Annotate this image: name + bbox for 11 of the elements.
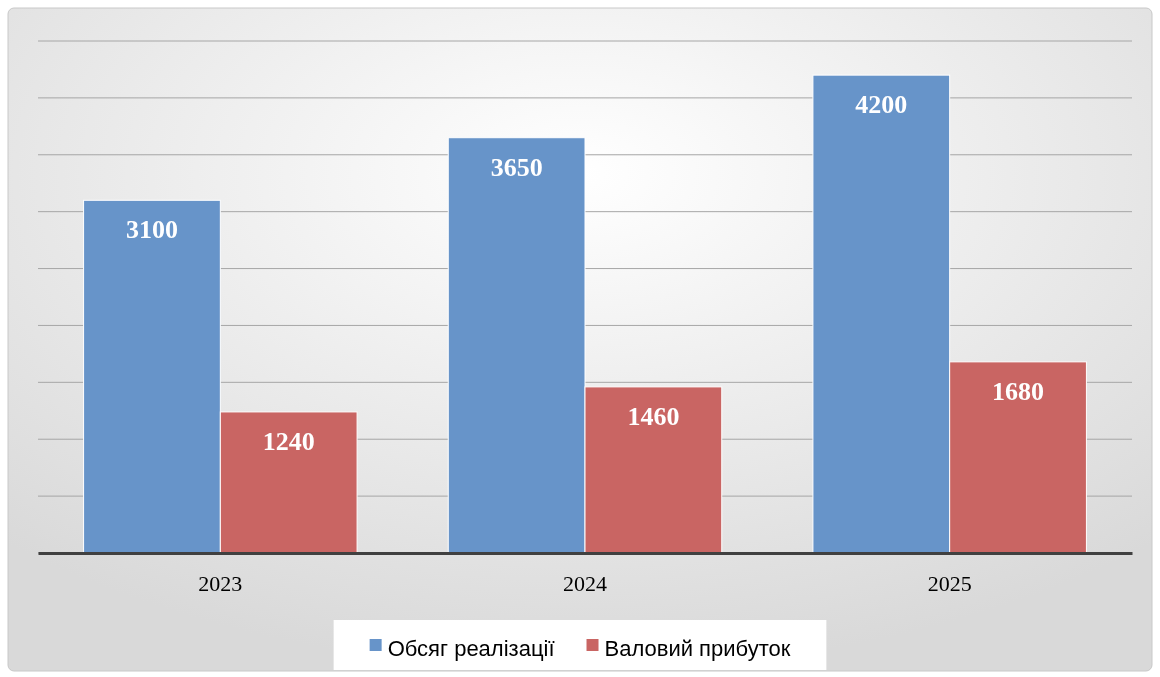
data-label: 1240: [262, 426, 315, 456]
data-label: 4200: [855, 90, 908, 120]
data-label: 3100: [125, 215, 178, 245]
data-label: 1680: [992, 376, 1045, 406]
data-label: 1460: [627, 401, 680, 431]
legend-label: Валовий прибуток: [604, 635, 791, 661]
data-label: 3650: [490, 152, 543, 182]
x-tick-label: 2024: [563, 570, 607, 596]
x-tick-label: 2023: [198, 570, 243, 596]
text: Обсяг реалізації: [387, 635, 555, 661]
x-tick-label: 2025: [927, 570, 972, 596]
